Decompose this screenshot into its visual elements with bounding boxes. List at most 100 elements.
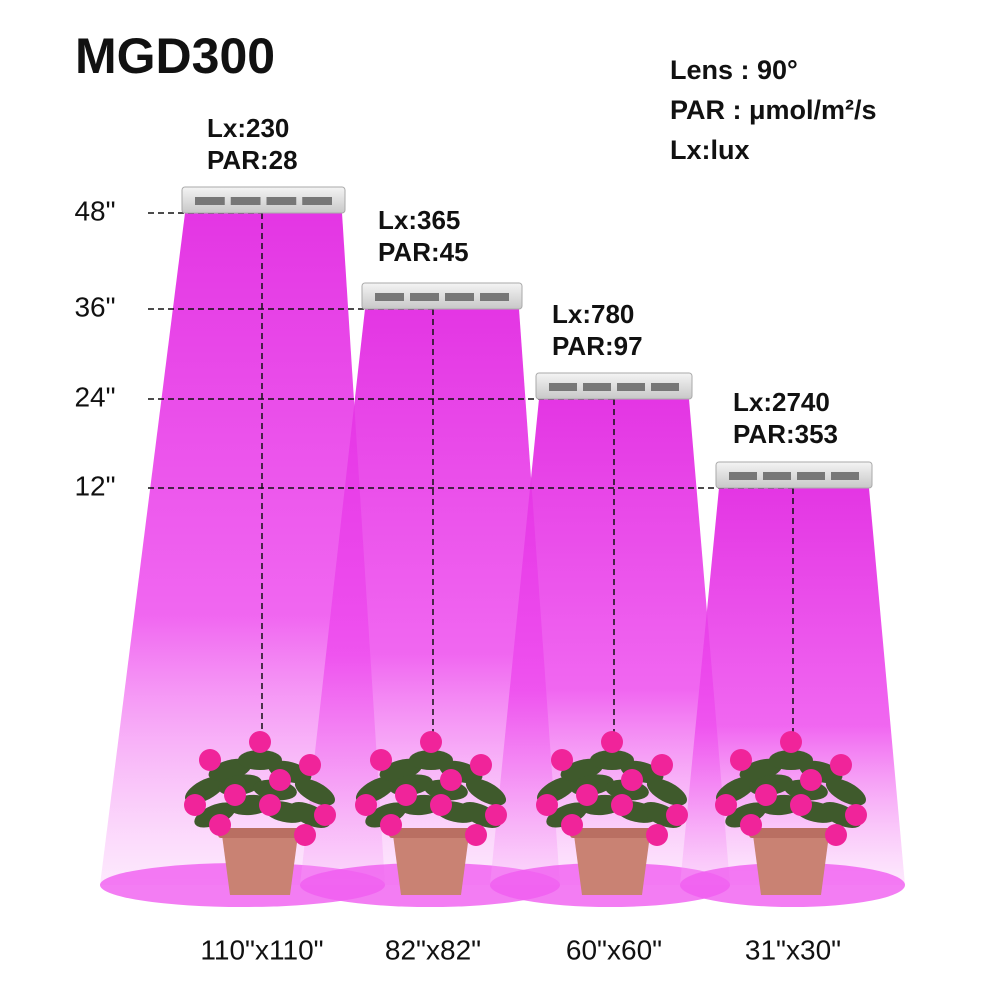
leaf bbox=[294, 778, 336, 806]
flower bbox=[536, 794, 558, 816]
flower bbox=[666, 804, 688, 826]
light-beam bbox=[300, 309, 560, 885]
lamp-vent bbox=[797, 472, 825, 480]
lamp-vent bbox=[266, 197, 297, 205]
flower bbox=[299, 754, 321, 776]
flower bbox=[430, 794, 452, 816]
lamp bbox=[715, 461, 873, 489]
leaf bbox=[546, 802, 588, 828]
par-label: PAR:45 bbox=[378, 237, 469, 267]
par-label: PAR:97 bbox=[552, 331, 643, 361]
lamp-vent bbox=[410, 293, 439, 301]
height-label: 24" bbox=[74, 381, 115, 412]
flower bbox=[184, 794, 206, 816]
flower bbox=[355, 794, 377, 816]
flower bbox=[825, 824, 847, 846]
flower bbox=[551, 749, 573, 771]
flower bbox=[730, 749, 752, 771]
flower bbox=[740, 814, 762, 836]
lamp-vent bbox=[763, 472, 791, 480]
flower bbox=[199, 749, 221, 771]
flower bbox=[370, 749, 392, 771]
leaf bbox=[646, 778, 688, 806]
lamp-vent bbox=[617, 383, 645, 391]
pot-rim bbox=[570, 828, 654, 838]
lux-label: Lx:2740 bbox=[733, 387, 830, 417]
flower bbox=[576, 784, 598, 806]
flower bbox=[440, 769, 462, 791]
flower bbox=[249, 731, 271, 753]
lamp bbox=[361, 282, 523, 310]
coverage-label: 60"x60" bbox=[566, 934, 662, 965]
lamp-vent bbox=[445, 293, 474, 301]
lamp-vent bbox=[480, 293, 509, 301]
flower bbox=[470, 754, 492, 776]
leaf bbox=[465, 778, 507, 806]
leaf bbox=[365, 802, 407, 828]
coverage-label: 110"x110" bbox=[200, 934, 323, 965]
lamp-vent bbox=[230, 197, 261, 205]
pot-rim bbox=[218, 828, 302, 838]
leaf bbox=[825, 778, 867, 806]
flower bbox=[830, 754, 852, 776]
coverage-label: 31"x30" bbox=[745, 934, 841, 965]
lamp-vent bbox=[549, 383, 577, 391]
flower bbox=[420, 731, 442, 753]
plant bbox=[355, 731, 507, 895]
flower bbox=[314, 804, 336, 826]
flower bbox=[269, 769, 291, 791]
lux-label: Lx:780 bbox=[552, 299, 634, 329]
flower bbox=[611, 794, 633, 816]
flower bbox=[651, 754, 673, 776]
lamp-vent bbox=[375, 293, 404, 301]
flower bbox=[646, 824, 668, 846]
pot bbox=[222, 835, 298, 895]
flower bbox=[755, 784, 777, 806]
flower bbox=[224, 784, 246, 806]
height-label: 36" bbox=[74, 291, 115, 322]
leaf bbox=[725, 802, 767, 828]
pot-rim bbox=[389, 828, 473, 838]
light-beam bbox=[680, 488, 905, 885]
flower bbox=[485, 804, 507, 826]
lamp-vent bbox=[195, 197, 225, 205]
leaf bbox=[194, 802, 236, 828]
lamp-vent bbox=[651, 383, 679, 391]
flower bbox=[601, 731, 623, 753]
flower bbox=[845, 804, 867, 826]
pot-rim bbox=[749, 828, 833, 838]
flower bbox=[621, 769, 643, 791]
lamp-vent bbox=[302, 197, 332, 205]
title: MGD300 bbox=[75, 28, 275, 84]
flower bbox=[561, 814, 583, 836]
flower bbox=[780, 731, 802, 753]
flower bbox=[790, 794, 812, 816]
lamp-vent bbox=[583, 383, 611, 391]
legend-line: Lx:lux bbox=[670, 135, 750, 165]
pot bbox=[753, 835, 829, 895]
lamp-vent bbox=[831, 472, 859, 480]
plant bbox=[536, 731, 688, 895]
flower bbox=[209, 814, 231, 836]
flower bbox=[380, 814, 402, 836]
legend-line: PAR : μmol/m²/s bbox=[670, 95, 877, 125]
par-label: PAR:28 bbox=[207, 145, 298, 175]
plant bbox=[715, 731, 867, 895]
height-label: 48" bbox=[74, 195, 115, 226]
flower bbox=[715, 794, 737, 816]
flower bbox=[395, 784, 417, 806]
lamp bbox=[535, 372, 693, 400]
height-label: 12" bbox=[74, 470, 115, 501]
lamp-vent bbox=[729, 472, 757, 480]
flower bbox=[259, 794, 281, 816]
coverage-label: 82"x82" bbox=[385, 934, 481, 965]
par-label: PAR:353 bbox=[733, 419, 838, 449]
pot bbox=[393, 835, 469, 895]
light-beam bbox=[100, 213, 385, 885]
lux-label: Lx:230 bbox=[207, 113, 289, 143]
flower bbox=[294, 824, 316, 846]
plant bbox=[184, 731, 336, 895]
items: Lens : 90° PAR : μmol/m²/s Lx:lux 48" 36" 24"… bbox=[74, 55, 876, 965]
flower bbox=[465, 824, 487, 846]
